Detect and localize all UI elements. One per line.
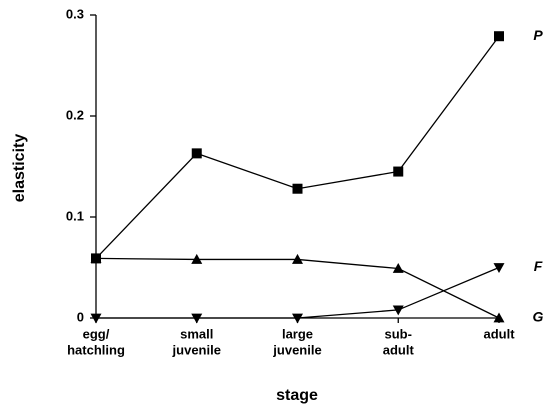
- x-tick-label: adult: [383, 342, 415, 357]
- marker: [493, 263, 505, 273]
- series-line: [96, 266, 500, 319]
- x-axis-label: stage: [276, 387, 318, 404]
- marker: [191, 148, 202, 159]
- marker: [292, 313, 303, 324]
- x-tick-label: adult: [483, 326, 515, 341]
- marker: [292, 183, 303, 194]
- y-axis-label: elasticity: [11, 134, 28, 203]
- x-tick-label: hatchling: [67, 342, 125, 357]
- marker: [292, 253, 303, 264]
- marker: [494, 31, 504, 42]
- marker: [493, 312, 505, 323]
- y-tick-label: 0: [77, 309, 84, 324]
- x-tick-label: small: [180, 326, 213, 341]
- series-line: [95, 35, 500, 259]
- x-tick-label: juvenile: [172, 342, 221, 357]
- x-tick-label: egg/: [83, 326, 110, 341]
- marker: [191, 313, 203, 324]
- x-tick-label: juvenile: [272, 342, 321, 357]
- y-tick-label: 0.1: [66, 208, 84, 223]
- marker: [191, 253, 203, 264]
- series-label: G: [533, 309, 544, 325]
- series-line: [95, 257, 500, 319]
- y-tick-label: 0.2: [66, 107, 84, 122]
- series-label: P: [533, 27, 543, 43]
- marker: [90, 313, 102, 324]
- marker: [90, 252, 102, 263]
- series-label: F: [534, 258, 543, 274]
- marker: [392, 263, 404, 273]
- marker: [392, 305, 404, 316]
- x-tick-label: sub-: [385, 326, 412, 341]
- x-tick-label: large: [282, 326, 313, 341]
- marker: [393, 166, 404, 177]
- y-tick-label: 0.3: [66, 6, 84, 21]
